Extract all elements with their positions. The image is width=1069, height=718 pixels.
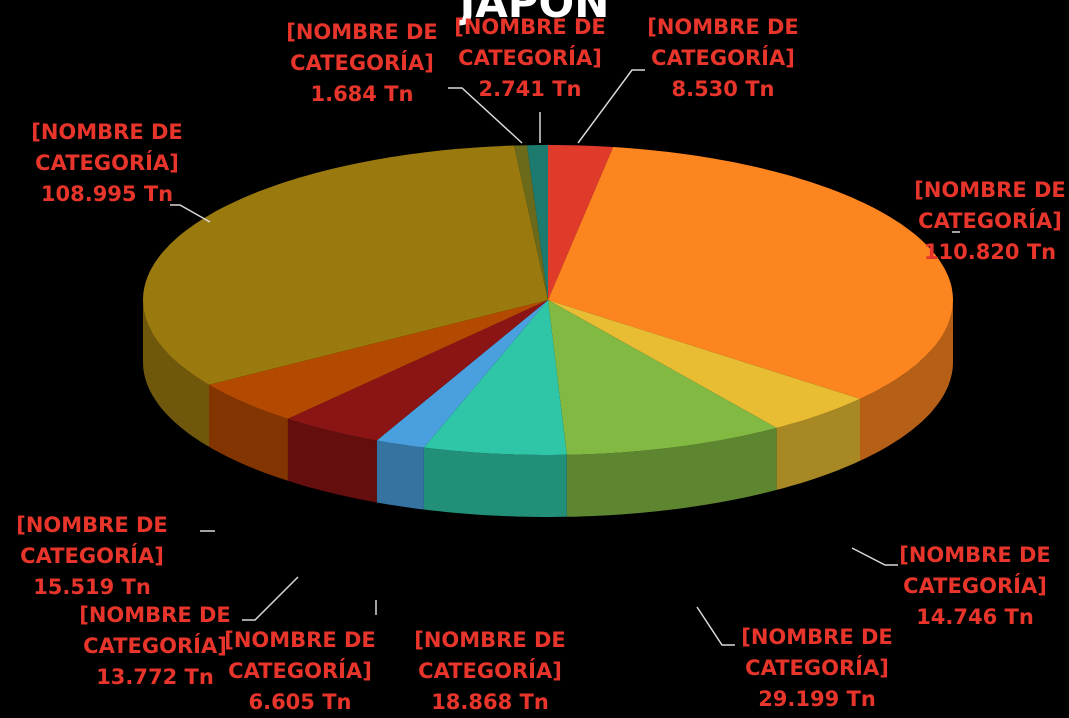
data-label: [NOMBRE DE CATEGORÍA] 29.199 Tn	[722, 622, 912, 715]
category-label: [NOMBRE DE CATEGORÍA]	[741, 625, 893, 680]
slice	[548, 147, 953, 399]
category-label: [NOMBRE DE CATEGORÍA]	[31, 120, 183, 175]
leader-line	[242, 576, 299, 621]
value-label: 13.772 Tn	[96, 665, 214, 689]
slice-side	[776, 398, 860, 490]
data-label: [NOMBRE DE CATEGORÍA] 2.741 Tn	[435, 12, 625, 105]
value-label: 6.605 Tn	[248, 690, 352, 714]
category-label: [NOMBRE DE CATEGORÍA]	[286, 20, 438, 75]
category-label: [NOMBRE DE CATEGORÍA]	[79, 603, 231, 658]
slice	[548, 300, 777, 455]
slice-side	[376, 440, 424, 510]
value-label: 2.741 Tn	[478, 77, 582, 101]
data-label: [NOMBRE DE CATEGORÍA] 18.868 Tn	[395, 625, 585, 718]
value-label: 15.519 Tn	[33, 575, 151, 599]
data-label: [NOMBRE DE CATEGORÍA] 14.746 Tn	[880, 540, 1069, 633]
value-label: 8.530 Tn	[671, 77, 775, 101]
leader-line	[577, 69, 645, 144]
value-label: 108.995 Tn	[40, 182, 174, 206]
slice-side	[423, 447, 567, 517]
data-label: [NOMBRE DE CATEGORÍA] 6.605 Tn	[205, 625, 395, 718]
category-label: [NOMBRE DE CATEGORÍA]	[914, 178, 1066, 233]
data-label: [NOMBRE DE CATEGORÍA] 1.684 Tn	[267, 17, 457, 110]
slice-side	[209, 384, 288, 481]
leader-line	[851, 547, 898, 566]
category-label: [NOMBRE DE CATEGORÍA]	[647, 15, 799, 70]
slice-side	[143, 300, 209, 447]
value-label: 110.820 Tn	[923, 240, 1057, 264]
category-label: [NOMBRE DE CATEGORÍA]	[454, 15, 606, 70]
slice	[209, 300, 548, 419]
category-label: [NOMBRE DE CATEGORÍA]	[224, 628, 376, 683]
slice	[423, 300, 567, 455]
slice-side	[860, 300, 953, 461]
data-label: [NOMBRE DE CATEGORÍA] 110.820 Tn	[895, 175, 1069, 268]
slice	[514, 145, 548, 300]
data-label: [NOMBRE DE CATEGORÍA] 108.995 Tn	[12, 117, 202, 210]
slice-side	[566, 427, 777, 517]
value-label: 18.868 Tn	[431, 690, 549, 714]
data-label: [NOMBRE DE CATEGORÍA] 13.772 Tn	[60, 600, 250, 693]
category-label: [NOMBRE DE CATEGORÍA]	[899, 543, 1051, 598]
slice	[143, 145, 548, 385]
leader-line	[448, 87, 523, 144]
leader-line	[696, 606, 735, 646]
value-label: 1.684 Tn	[310, 82, 414, 106]
value-label: 14.746 Tn	[916, 605, 1034, 629]
slice	[527, 145, 548, 300]
slice	[548, 145, 614, 300]
slice	[548, 300, 860, 428]
slice-side	[287, 418, 377, 503]
category-label: [NOMBRE DE CATEGORÍA]	[414, 628, 566, 683]
data-label: [NOMBRE DE CATEGORÍA] 15.519 Tn	[0, 510, 187, 603]
slice	[287, 300, 548, 441]
leader-line	[170, 204, 211, 223]
data-label: [NOMBRE DE CATEGORÍA] 8.530 Tn	[628, 12, 818, 105]
slice	[376, 300, 548, 448]
chart-title: JAPÓN	[459, 0, 610, 27]
value-label: 29.199 Tn	[758, 687, 876, 711]
category-label: [NOMBRE DE CATEGORÍA]	[16, 513, 168, 568]
